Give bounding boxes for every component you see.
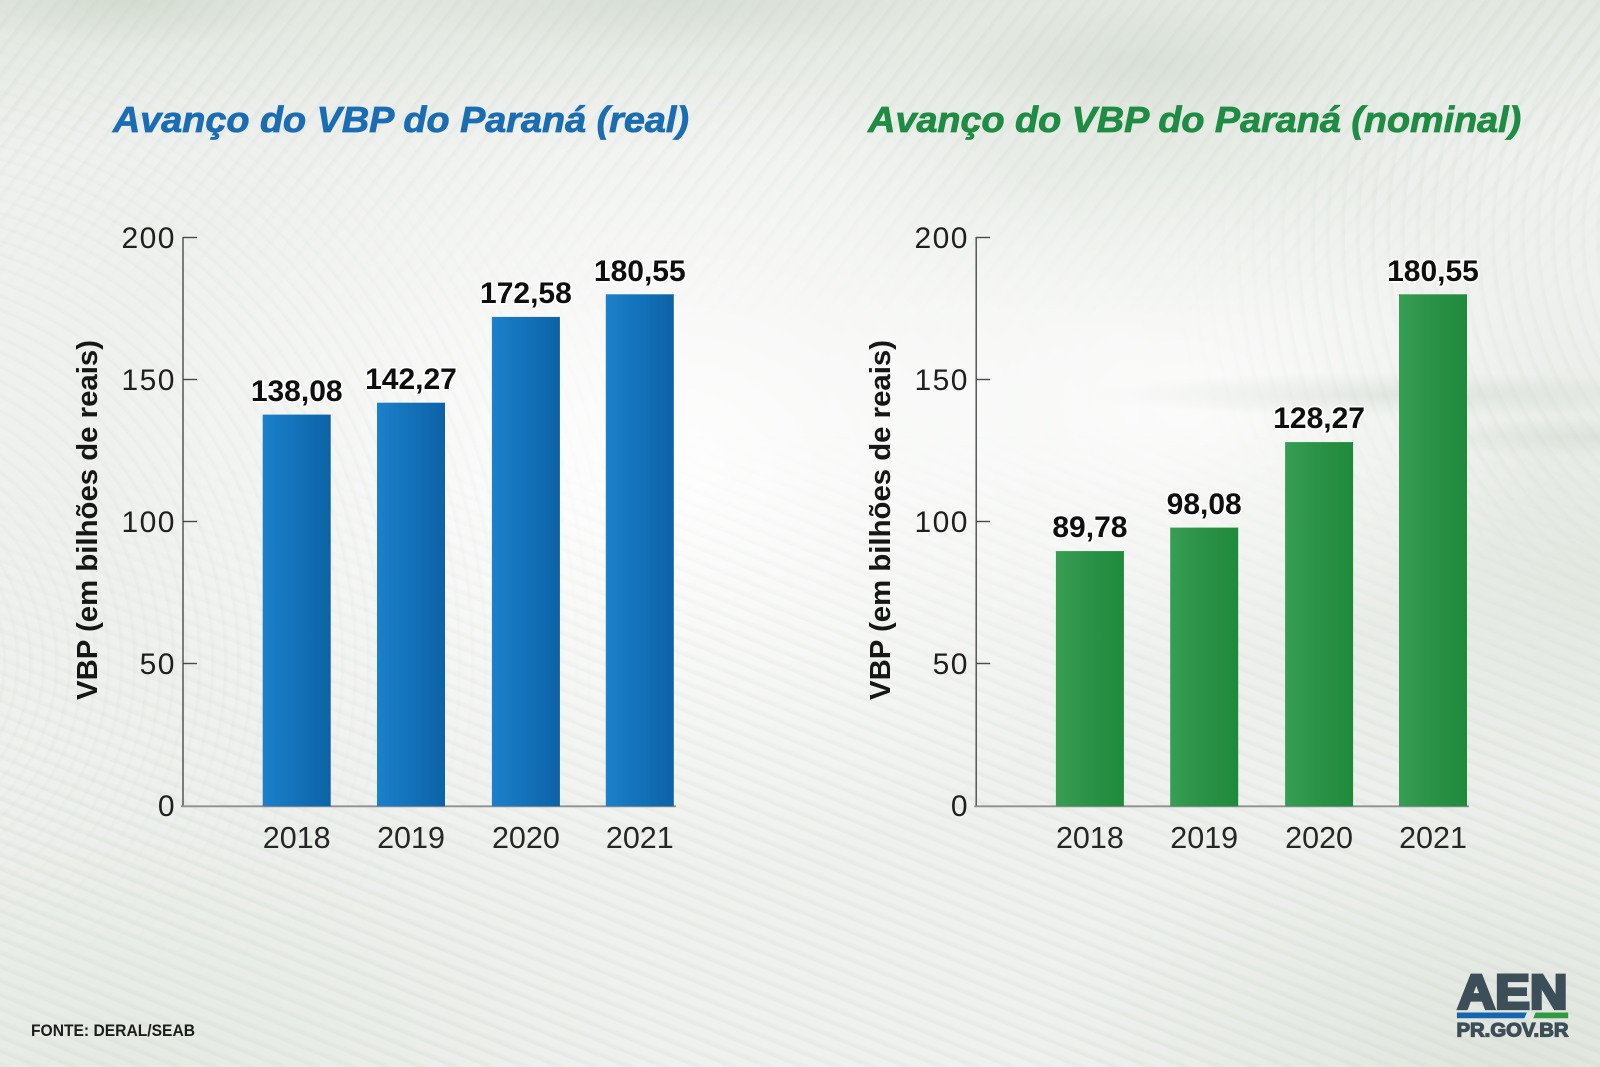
svg-text:128,27: 128,27 [1273, 402, 1365, 435]
svg-text:PR.GOV.BR: PR.GOV.BR [1457, 1020, 1569, 1042]
svg-text:100: 100 [121, 506, 176, 539]
svg-text:50: 50 [140, 648, 176, 681]
svg-text:Avanço do VBP do Paraná (real): Avanço do VBP do Paraná (real) [112, 99, 689, 140]
svg-text:150: 150 [121, 364, 176, 397]
svg-text:2021: 2021 [1399, 821, 1467, 855]
svg-text:50: 50 [933, 648, 969, 681]
svg-text:142,27: 142,27 [365, 363, 457, 396]
svg-text:2019: 2019 [377, 821, 445, 855]
svg-text:2018: 2018 [1056, 821, 1124, 855]
svg-text:FONTE: DERAL/SEAB: FONTE: DERAL/SEAB [31, 1021, 195, 1040]
svg-text:VBP (em bilhões de reais): VBP (em bilhões de reais) [72, 340, 104, 700]
svg-text:200: 200 [914, 222, 969, 255]
svg-text:180,55: 180,55 [594, 255, 686, 288]
svg-text:AEN: AEN [1458, 967, 1568, 1020]
svg-text:Avanço do VBP do Paraná (nomin: Avanço do VBP do Paraná (nominal) [867, 99, 1521, 140]
svg-text:2021: 2021 [606, 821, 674, 855]
svg-text:0: 0 [158, 790, 176, 823]
svg-text:2018: 2018 [263, 821, 331, 855]
svg-text:89,78: 89,78 [1052, 511, 1127, 544]
svg-text:2019: 2019 [1170, 821, 1238, 855]
svg-text:180,55: 180,55 [1387, 255, 1479, 288]
svg-text:100: 100 [914, 506, 969, 539]
svg-text:0: 0 [951, 790, 969, 823]
svg-text:2020: 2020 [492, 821, 560, 855]
svg-text:150: 150 [914, 364, 969, 397]
svg-text:VBP (em bilhões de reais): VBP (em bilhões de reais) [865, 340, 897, 700]
svg-text:2020: 2020 [1285, 821, 1353, 855]
svg-text:172,58: 172,58 [480, 277, 572, 310]
svg-text:138,08: 138,08 [251, 375, 343, 408]
svg-text:200: 200 [121, 222, 176, 255]
svg-text:98,08: 98,08 [1167, 488, 1242, 521]
